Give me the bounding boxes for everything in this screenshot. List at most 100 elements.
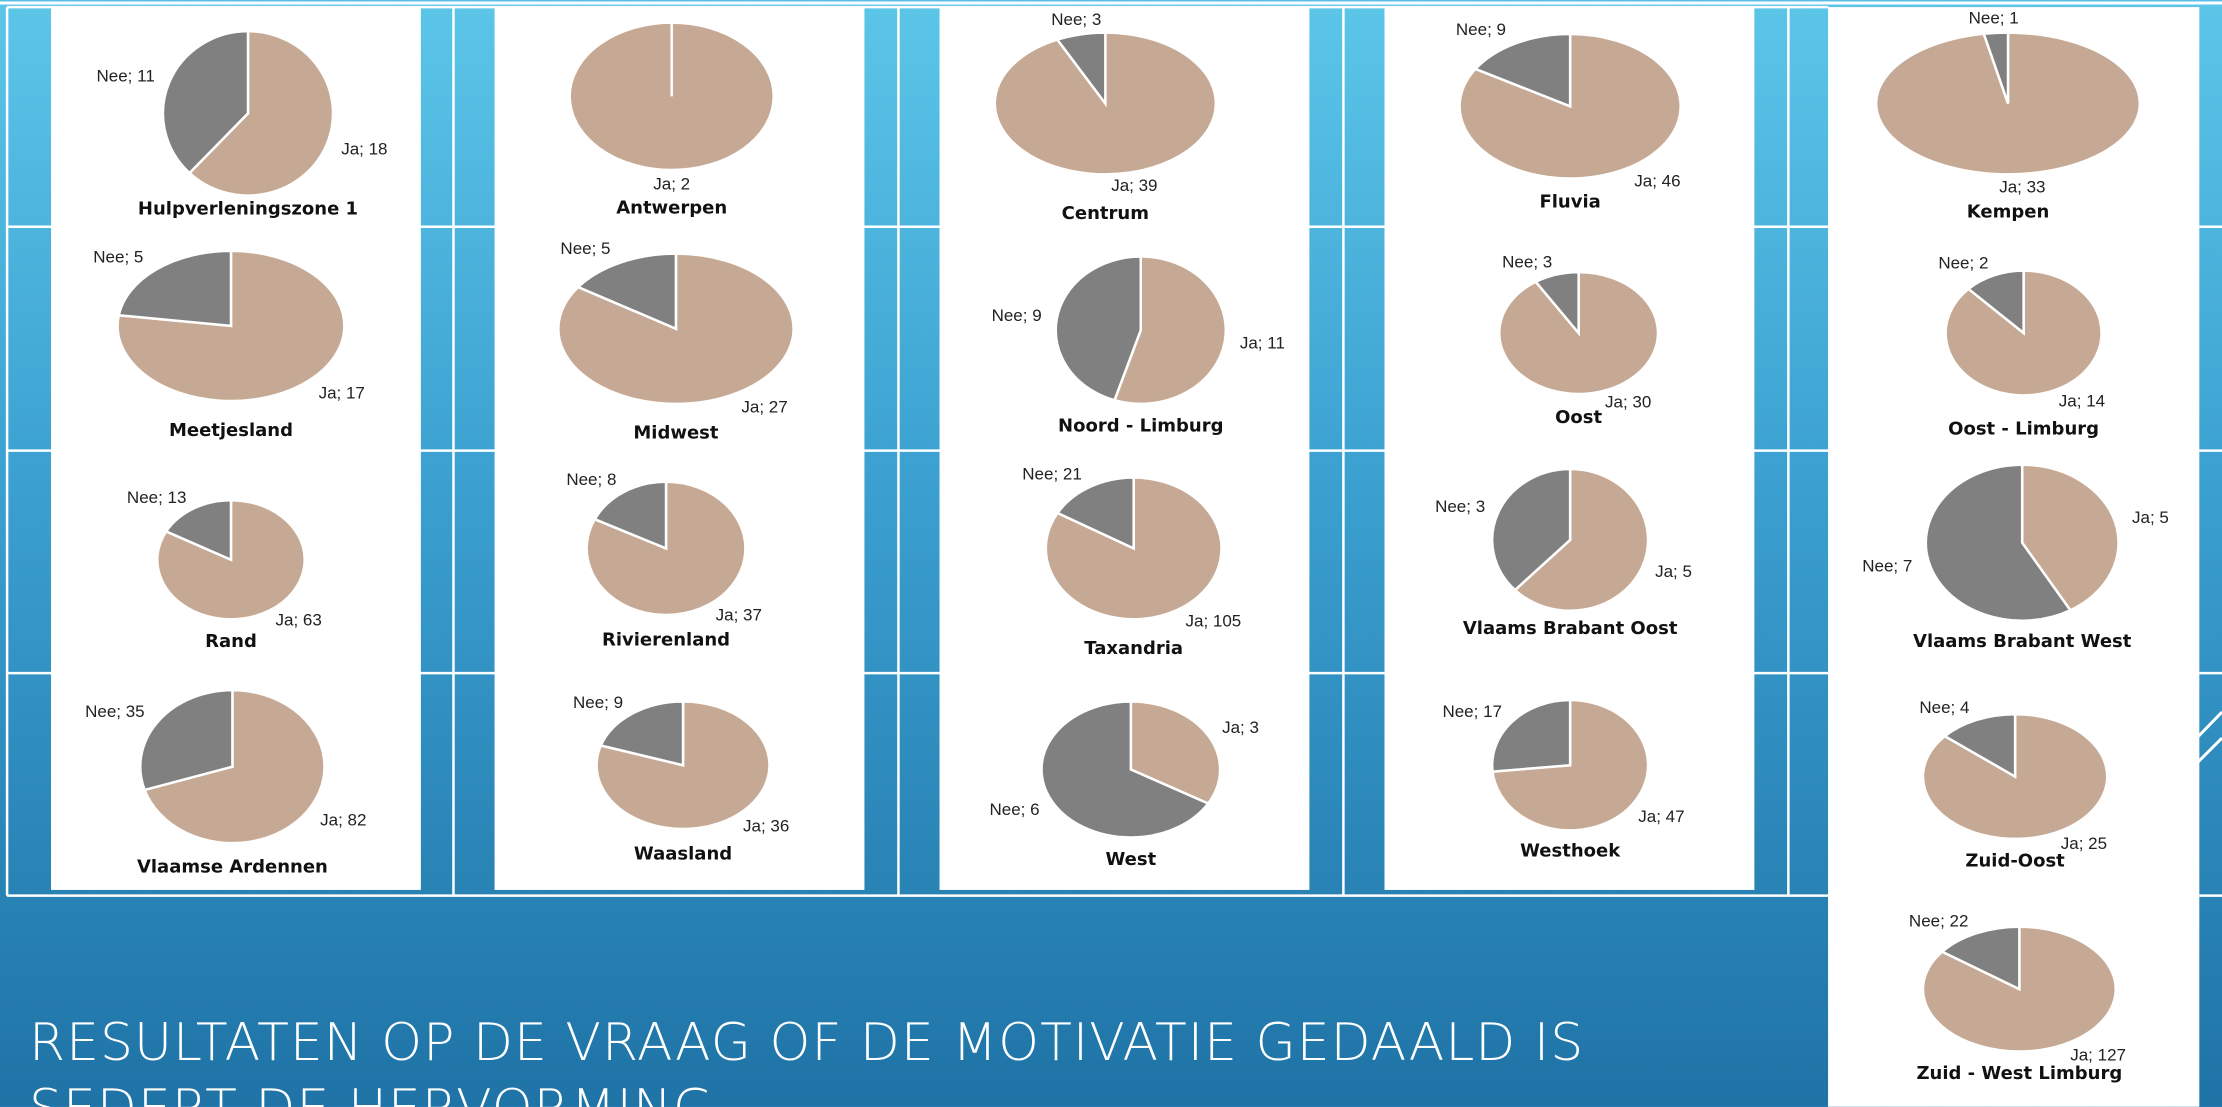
pie-slice <box>2020 463 2120 612</box>
pie-slice <box>142 688 326 845</box>
data-label: Ja; 105 <box>1186 612 1242 631</box>
pie-chart: Ja; 36 Nee; 9 Waasland <box>573 693 789 865</box>
data-label: Ja; 17 <box>319 384 365 403</box>
pie-chart: Ja; 14 Nee; 2 Oost - Limburg <box>1938 253 2105 439</box>
chart-title: Westhoek <box>1520 841 1621 862</box>
data-label: Ja; 5 <box>2132 508 2169 527</box>
chart-title: Midwest <box>633 423 719 444</box>
pie-chart: Ja; 3 Nee; 6 West <box>990 700 1259 870</box>
pie-slice <box>1112 255 1228 406</box>
chart-title: West <box>1105 849 1156 870</box>
pie-slice <box>575 252 678 331</box>
pie-chart: Ja; 17 Nee; 5 Meetjesland <box>93 247 365 440</box>
pie-slice <box>139 688 234 792</box>
data-label: Ja; 5 <box>1655 562 1692 581</box>
pie-slice <box>117 249 233 328</box>
pie-slice <box>1982 31 2010 104</box>
decoration <box>2183 710 2222 777</box>
chart-title: Waasland <box>634 844 732 865</box>
pie-slice <box>1040 700 1211 839</box>
pie-slice <box>1055 31 1107 108</box>
data-label: Nee; 7 <box>1862 556 1912 575</box>
pie-slice <box>1044 476 1223 621</box>
data-label: Nee; 11 <box>97 66 155 85</box>
chart-title: Hulpverleningszone 1 <box>138 199 358 220</box>
data-label: Ja; 37 <box>716 606 762 625</box>
chart-title: Vlaams Brabant Oost <box>1463 618 1678 639</box>
chart-title: Vlaams Brabant West <box>1913 631 2132 652</box>
data-label: Ja; 63 <box>275 611 321 630</box>
data-label: Nee; 9 <box>573 693 623 712</box>
data-label: Nee; 8 <box>566 470 616 489</box>
data-label: Ja; 36 <box>743 817 789 836</box>
data-label: Ja; 14 <box>2059 392 2105 411</box>
data-label: Nee; 3 <box>1435 497 1485 516</box>
data-label: Nee; 4 <box>1919 698 1969 717</box>
pie-chart: Ja; 2 Antwerpen <box>568 21 775 218</box>
pie-chart: Ja; 82 Nee; 35 Vlaamse Ardennen <box>85 688 366 877</box>
data-label: Nee; 9 <box>1456 20 1506 39</box>
pie-chart: Ja; 5 Nee; 3 Vlaams Brabant Oost <box>1435 467 1692 639</box>
chart-title: Meetjesland <box>169 420 293 441</box>
chart-title: Antwerpen <box>616 197 727 218</box>
chart-title: Oost <box>1555 407 1602 428</box>
data-label: Nee; 13 <box>127 488 187 507</box>
chart-title: Rand <box>205 631 257 652</box>
pie-chart: Ja; 46 Nee; 9 Fluvia <box>1456 20 1682 213</box>
pie-chart: Ja; 11 Nee; 9 Noord - Limburg <box>992 255 1285 437</box>
pie-slice <box>599 700 685 767</box>
data-label: Ja; 127 <box>2070 1046 2126 1065</box>
pie-chart: Ja; 39 Nee; 3 Centrum <box>993 10 1218 224</box>
pie-chart: Ja; 63 Nee; 13 Rand <box>127 488 322 652</box>
pie-slice <box>1055 476 1135 551</box>
pie-slice <box>1513 467 1650 612</box>
pie-chart: Ja; 47 Nee; 17 Westhoek <box>1442 698 1685 862</box>
data-label: Nee; 22 <box>1909 912 1969 931</box>
data-label: Ja; 47 <box>1638 807 1684 826</box>
pie-chart: Ja; 27 Nee; 5 Midwest <box>557 239 795 444</box>
data-label: Nee; 9 <box>992 306 1042 325</box>
data-label: Nee; 2 <box>1938 253 1988 272</box>
pie-slice <box>161 29 250 175</box>
data-label: Ja; 27 <box>741 398 787 417</box>
pie-slice <box>1490 698 1572 773</box>
pie-slice <box>592 480 668 551</box>
data-label: Ja; 3 <box>1222 718 1259 737</box>
pie-slice <box>187 29 335 197</box>
chart-title: Centrum <box>1062 203 1149 224</box>
pie-slice <box>1054 255 1143 402</box>
data-label: Nee; 3 <box>1502 252 1552 271</box>
pie-slice <box>1924 463 2073 622</box>
pie-slice <box>1921 712 2109 841</box>
pie-slice <box>156 498 306 621</box>
pie-slice <box>1966 269 2025 336</box>
data-label: Ja; 11 <box>1240 333 1285 352</box>
pie-chart: Ja; 105 Nee; 21 Taxandria <box>1022 464 1241 659</box>
slide-title: RESULTATEN OP DE VRAAG OF DE MOTIVATIE G… <box>29 1013 1585 1107</box>
chart-title: Noord - Limburg <box>1058 416 1223 437</box>
data-label: Nee; 6 <box>990 800 1040 819</box>
pie-slice <box>1939 925 2021 992</box>
chart-title: Taxandria <box>1084 638 1183 659</box>
chart-title: Zuid - West Limburg <box>1916 1063 2122 1084</box>
chart-title: Rivierenland <box>602 630 730 651</box>
pie-chart: Ja; 33 Nee; 1 Kempen <box>1875 8 2142 223</box>
pie-chart: Ja; 30 Nee; 3 Oost <box>1498 252 1660 428</box>
data-label: Ja; 18 <box>341 139 387 158</box>
data-label: Nee; 3 <box>1051 10 1101 29</box>
pie-chart: Ja; 127 Nee; 22 Zuid - West Limburg <box>1909 912 2126 1084</box>
chart-title: Kempen <box>1967 202 2050 223</box>
pie-chart: Ja; 37 Nee; 8 Rivierenland <box>566 470 762 650</box>
data-label: Nee; 1 <box>1969 8 2019 27</box>
data-label: Nee; 35 <box>85 702 145 721</box>
data-label: Ja; 82 <box>320 810 366 829</box>
data-label: Nee; 21 <box>1022 464 1082 483</box>
data-label: Ja; 39 <box>1111 176 1157 195</box>
data-label: Ja; 33 <box>1999 178 2045 197</box>
chart-title: Fluvia <box>1539 192 1600 213</box>
chart-title: Zuid-Oost <box>1965 851 2065 872</box>
pie-chart: Ja; 25 Nee; 4 Zuid-Oost <box>1919 698 2109 872</box>
pie-chart: Ja; 5 Nee; 7 Vlaams Brabant West <box>1862 463 2169 652</box>
